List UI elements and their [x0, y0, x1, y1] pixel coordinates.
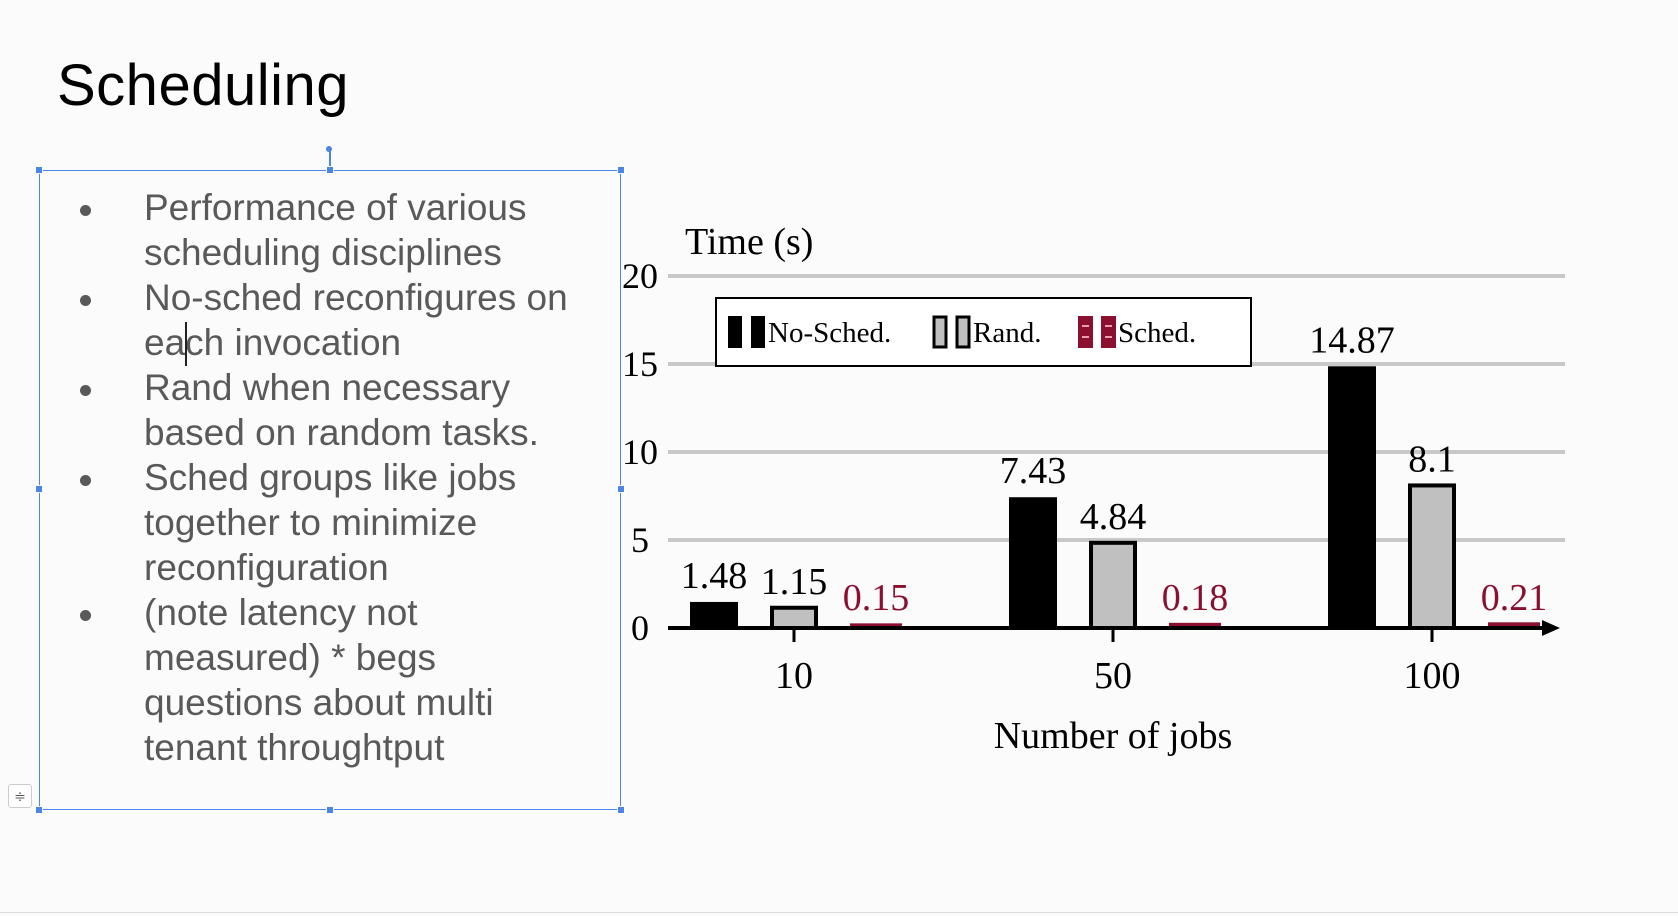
data-label: 0.15 — [843, 577, 910, 619]
data-label: 1.48 — [681, 555, 748, 597]
resize-handle-left[interactable] — [35, 485, 43, 493]
bullet-text[interactable]: Sched groups like jobs together to minim… — [144, 457, 517, 588]
resize-handle-top[interactable] — [326, 166, 334, 174]
bar-nosched — [690, 601, 738, 628]
data-label: 0.18 — [1162, 577, 1229, 619]
bullet-item[interactable]: Rand when necessary based on random task… — [40, 365, 600, 455]
y-tick-label: 5 — [631, 520, 649, 560]
bullet-dot-icon — [80, 610, 91, 621]
x-tick-label: 10 — [775, 655, 813, 697]
legend-swatch-icon — [728, 316, 742, 348]
legend-swatch-icon — [751, 316, 765, 348]
bullet-list[interactable]: Performance of various scheduling discip… — [40, 185, 600, 770]
bar-nosched — [1009, 497, 1057, 628]
legend-swatch-icon — [955, 315, 971, 349]
bar-sched — [1169, 622, 1221, 628]
legend-swatch-icon — [1078, 316, 1093, 348]
bullet-item[interactable]: (note latency not measured) * begs quest… — [40, 590, 600, 770]
x-axis-arrow — [1542, 620, 1560, 636]
rotate-handle-line — [329, 150, 331, 168]
bullet-text[interactable]: (note latency not measured) * begs quest… — [144, 592, 494, 768]
bullet-text[interactable]: Performance of various scheduling discip… — [144, 187, 527, 273]
legend-label: No-Sched. — [768, 317, 891, 349]
legend-swatch-icon — [932, 315, 948, 349]
bars — [690, 366, 1540, 631]
resize-handle-right[interactable] — [617, 485, 625, 493]
bar-chart: 0 5 10 15 20 1.48 1.15 0.15 7.43 4.84 0.18 14.87 8.… — [622, 221, 1565, 757]
bullet-dot-icon — [80, 475, 91, 486]
x-tick-label: 50 — [1094, 655, 1132, 697]
resize-handle-bottom[interactable] — [326, 806, 334, 814]
bar-sched — [1488, 622, 1540, 628]
bar-rand — [1089, 540, 1137, 631]
x-axis-ticks: 10 50 100 — [775, 628, 1461, 697]
y-axis-label: Time (s) — [685, 221, 813, 263]
bullet-dot-icon — [80, 205, 91, 216]
legend-label: Rand. — [973, 317, 1041, 349]
selected-text-box[interactable]: Performance of various scheduling discip… — [39, 170, 621, 810]
text-cursor — [185, 322, 187, 366]
bullet-text[interactable]: No-sched reconfigures on each invocation — [144, 277, 568, 363]
bullet-text[interactable]: Rand when necessary based on random task… — [144, 367, 539, 453]
legend: No-Sched. Rand. Sched. — [715, 297, 1252, 367]
data-label: 8.1 — [1408, 438, 1456, 480]
data-label: 0.21 — [1481, 577, 1548, 619]
x-tick-label: 100 — [1404, 655, 1461, 697]
bullet-dot-icon — [80, 385, 91, 396]
bullet-item[interactable]: No-sched reconfigures on each invocation — [40, 275, 600, 365]
data-label: 14.87 — [1309, 319, 1395, 361]
resize-handle-top-right[interactable] — [617, 166, 625, 174]
bar-labels: 1.48 1.15 0.15 7.43 4.84 0.18 14.87 8.1 0.21 — [681, 319, 1548, 619]
y-tick-label: 0 — [631, 608, 649, 648]
bar-rand — [1408, 483, 1456, 630]
legend-box — [715, 297, 1252, 367]
y-axis-ticks: 0 5 10 15 20 — [622, 256, 658, 648]
resize-handle-bottom-right[interactable] — [617, 806, 625, 814]
resize-handle-top-left[interactable] — [35, 166, 43, 174]
resize-handle-bottom-left[interactable] — [35, 806, 43, 814]
y-tick-label: 20 — [622, 256, 658, 296]
y-tick-label: 10 — [622, 432, 658, 472]
bullet-item[interactable]: Performance of various scheduling discip… — [40, 185, 600, 275]
bar-rand — [770, 605, 818, 631]
x-axis-label: Number of jobs — [994, 715, 1233, 757]
slide-title[interactable]: Scheduling — [57, 53, 349, 118]
bar-nosched — [1328, 366, 1376, 628]
rotate-handle[interactable] — [326, 146, 332, 152]
bullet-dot-icon — [80, 295, 91, 306]
autofit-options-icon[interactable]: ≑ — [8, 784, 32, 808]
data-label: 1.15 — [761, 561, 828, 603]
legend-swatch-icon — [1101, 316, 1116, 348]
legend-label: Sched. — [1118, 317, 1196, 349]
bar-sched — [850, 623, 902, 628]
data-label: 7.43 — [1000, 450, 1067, 492]
data-label: 4.84 — [1080, 496, 1147, 538]
slide-bottom-border — [0, 912, 1678, 913]
bullet-item[interactable]: Sched groups like jobs together to minim… — [40, 455, 600, 590]
y-tick-label: 15 — [622, 344, 658, 384]
